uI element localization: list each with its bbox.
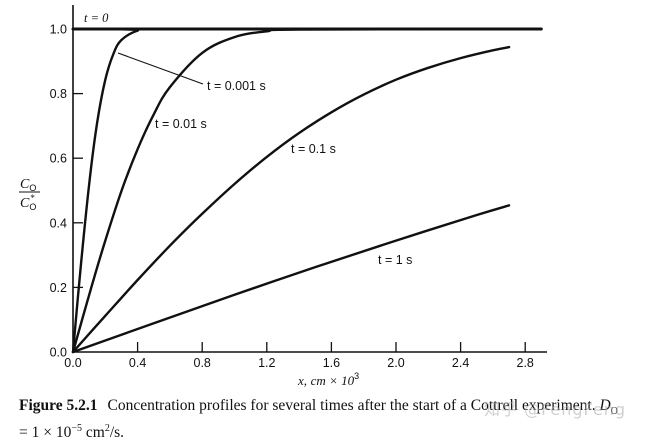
caption-unit: cm (82, 424, 105, 441)
curve-t1 (71, 204, 511, 354)
x-axis-ticks: 0.0 0.4 0.8 1.2 1.6 2.0 2.4 2.8 (64, 342, 534, 370)
x-tick-label: 0.0 (64, 356, 81, 370)
label-t1: t = 1 s (378, 253, 412, 267)
concentration-profile-chart: 0.0 0.4 0.8 1.2 1.6 2.0 2.4 2.8 0.0 0.2 0.4 0.6 0.8… (19, 5, 547, 388)
curve-t01 (71, 45, 511, 354)
caption-exponent: −5 (71, 423, 82, 435)
figure-number: Figure 5.2.1 (19, 397, 98, 414)
caption-d-value: = 1 × 10 (19, 424, 72, 441)
y-axis-label: CO CO* (19, 177, 40, 212)
label-t001: t = 0.01 s (155, 117, 207, 131)
caption-line-1: Figure 5.2.1 Concentration profiles for s… (19, 397, 669, 420)
x-tick-label: 1.6 (323, 356, 340, 370)
caption-d-subscript: O (610, 406, 618, 418)
label-t01: t = 0.1 s (291, 142, 336, 156)
y-tick-label: 0.0 (50, 346, 67, 360)
x-axis-label: x, cm × 103 (297, 371, 359, 388)
y-tick-label: 0.8 (50, 87, 67, 101)
axes: 0.0 0.4 0.8 1.2 1.6 2.0 2.4 2.8 0.0 0.2 0.4 0.6 0.8… (50, 5, 547, 370)
curves (71, 27, 543, 354)
label-t0: t = 0 (84, 11, 109, 25)
curve-t0001 (71, 27, 543, 354)
x-tick-label: 0.4 (129, 356, 146, 370)
y-tick-label: 1.0 (50, 23, 67, 37)
x-tick-label: 2.0 (387, 356, 404, 370)
caption-text: Concentration profiles for several times… (107, 397, 596, 414)
y-tick-label: 0.2 (50, 281, 67, 295)
leader-line-t0001 (117, 52, 204, 85)
y-axis-ticks: 0.0 0.2 0.4 0.6 0.8 1.0 (50, 23, 83, 360)
x-tick-label: 2.4 (452, 356, 469, 370)
caption-line-2: = 1 × 10−5 cm2/s. (19, 420, 669, 441)
x-tick-label: 2.8 (517, 356, 534, 370)
curve-t001 (71, 27, 543, 354)
y-label-numerator: CO (20, 177, 36, 193)
x-tick-label: 0.8 (194, 356, 211, 370)
caption-suffix: /s. (109, 424, 125, 441)
caption-d-symbol: D (599, 397, 611, 414)
y-label-denominator: CO* (20, 193, 36, 212)
y-tick-label: 0.6 (50, 152, 67, 166)
y-tick-label: 0.4 (50, 216, 67, 230)
figure-caption: Figure 5.2.1 Concentration profiles for s… (19, 397, 669, 441)
x-tick-label: 1.2 (258, 356, 275, 370)
label-t0001: t = 0.001 s (207, 79, 266, 93)
caption-unit-exponent: 2 (104, 423, 110, 435)
